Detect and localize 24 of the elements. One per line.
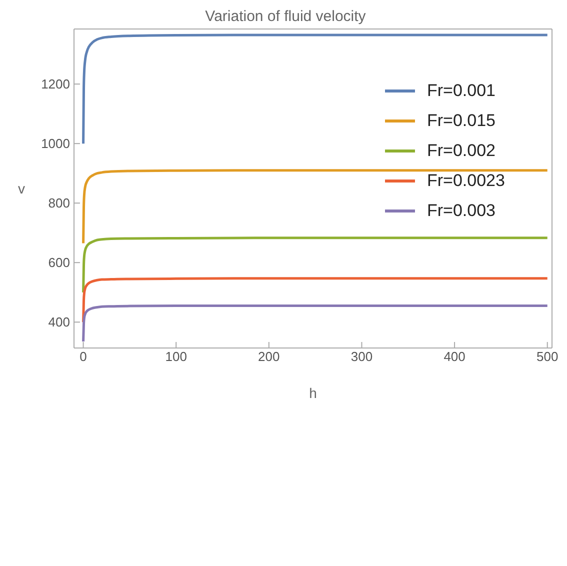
legend-label: Fr=0.0023 (427, 170, 505, 192)
line-series (82, 236, 549, 294)
line-series (82, 277, 549, 324)
x-tick-label: 300 (350, 349, 373, 364)
x-tick-label: 100 (165, 349, 187, 364)
legend-label: Fr=0.015 (427, 110, 496, 132)
legend-label: Fr=0.001 (427, 80, 496, 102)
line-series (82, 304, 549, 343)
line-series (82, 34, 549, 145)
x-tick-label: 0 (80, 349, 87, 364)
legend-label: Fr=0.003 (427, 200, 496, 222)
y-tick-label: 600 (48, 255, 70, 270)
x-tick-label: 400 (444, 349, 466, 364)
legend-label: Fr=0.002 (427, 140, 496, 162)
x-tick-label: 200 (258, 349, 280, 364)
y-tick-label: 1200 (41, 76, 70, 92)
y-tick-label: 400 (48, 314, 70, 330)
y-tick-label: 1000 (41, 136, 70, 152)
x-tick-label: 500 (536, 349, 558, 364)
y-tick-label: 800 (48, 196, 70, 211)
y-axis-title: v (18, 180, 25, 196)
line-series (82, 169, 549, 245)
x-axis-title: h (309, 385, 317, 401)
chart-title: Variation of fluid velocity (204, 8, 367, 26)
